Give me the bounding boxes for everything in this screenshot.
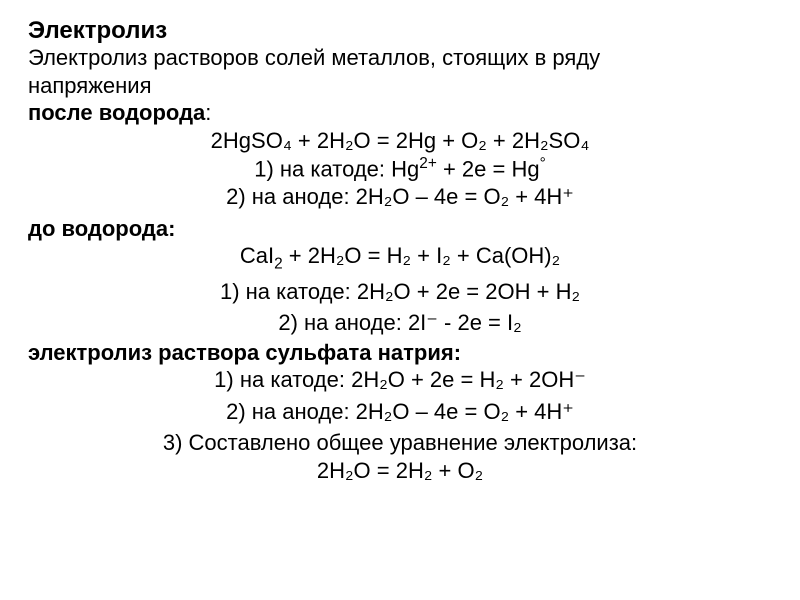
eq-hg-cathode: 1) на катоде: Hg2+ + 2e = Hg° (28, 154, 772, 183)
eq-ca-overall-sub: 2 (274, 256, 283, 273)
eq-hg-cathode-sup2: ° (540, 155, 546, 172)
page-title: Электролиз (28, 18, 772, 44)
eq-hg-anode: 2) на аноде: 2H₂O – 4e = O₂ + 4H⁺ (28, 183, 772, 211)
eq-ca-overall-b: + 2H₂O = H₂ + I₂ + Ca(OH)₂ (283, 243, 560, 268)
eq-ca-overall-a: CaI (240, 243, 274, 268)
after-hydrogen-label: после водорода (28, 100, 205, 125)
eq-ca-overall: CaI2 + 2H₂O = H₂ + I₂ + Ca(OH)₂ (28, 242, 772, 274)
intro-line-1: Электролиз растворов солей металлов, сто… (28, 44, 772, 72)
eq-hg-overall: 2HgSO₄ + 2H₂O = 2Hg + O₂ + 2H₂SO₄ (28, 127, 772, 155)
eq-hg-cathode-sup: 2+ (419, 155, 437, 172)
section-before-hydrogen: до водорода: (28, 215, 772, 243)
section-after-hydrogen: после водорода: (28, 99, 772, 127)
eq-na-sum-label: 3) Составлено общее уравнение электролиз… (28, 429, 772, 457)
eq-na-anode: 2) на аноде: 2H₂O – 4e = O₂ + 4H⁺ (28, 398, 772, 426)
eq-ca-anode: 2) на аноде: 2I⁻ - 2e = I₂ (28, 309, 772, 337)
eq-ca-cathode: 1) на катоде: 2H₂O + 2e = 2OH + H₂ (28, 278, 772, 306)
eq-na-sum: 2H₂O = 2H₂ + O₂ (28, 457, 772, 485)
intro-line-2: напряжения (28, 72, 772, 100)
colon: : (205, 100, 211, 125)
document-page: Электролиз Электролиз растворов солей ме… (0, 0, 800, 484)
eq-hg-cathode-mid: + 2e = Hg (437, 157, 540, 182)
eq-na-cathode: 1) на катоде: 2H₂O + 2e = H₂ + 2OH⁻ (28, 366, 772, 394)
eq-hg-cathode-prefix: 1) на катоде: Hg (254, 157, 419, 182)
section-sodium-sulfate: электролиз раствора сульфата натрия: (28, 339, 772, 367)
